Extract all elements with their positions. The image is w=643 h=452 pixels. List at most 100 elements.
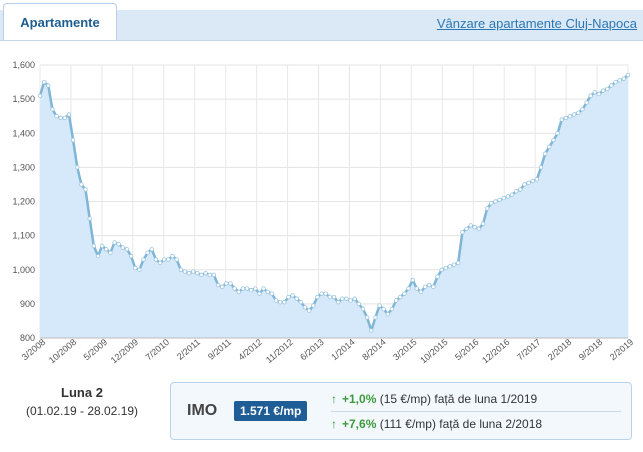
data-point <box>427 282 432 288</box>
data-point <box>542 151 548 156</box>
data-point <box>456 260 461 266</box>
stats-divider <box>331 411 621 412</box>
y-tick-label: 900 <box>20 299 35 309</box>
data-point <box>182 269 188 274</box>
tab-apartamente[interactable]: Apartamente <box>3 3 117 40</box>
x-tick-label: 4/2012 <box>236 337 264 362</box>
data-point <box>232 286 237 291</box>
data-point <box>505 194 511 199</box>
data-point <box>385 311 391 317</box>
x-tick-label: 7/2017 <box>515 337 543 362</box>
data-point <box>555 131 560 136</box>
arrow-up-icon: ↑ <box>331 392 337 406</box>
y-tick-label: 1,600 <box>12 60 35 70</box>
data-point <box>348 298 353 303</box>
x-tick-label: 2/2011 <box>175 337 202 362</box>
data-point <box>46 83 51 88</box>
x-tick-label: 3/2015 <box>391 337 419 362</box>
data-point <box>559 117 564 122</box>
data-point <box>95 253 101 259</box>
data-point <box>464 226 469 231</box>
data-point <box>340 296 345 301</box>
data-point <box>501 195 506 201</box>
data-point <box>530 178 535 184</box>
data-point <box>600 88 606 93</box>
data-point <box>364 315 370 320</box>
data-point <box>79 182 84 187</box>
data-point <box>476 226 482 231</box>
data-point <box>273 298 279 303</box>
data-point <box>41 79 47 85</box>
data-point <box>563 115 569 121</box>
data-point <box>625 72 631 78</box>
data-point <box>128 253 134 259</box>
data-point <box>331 294 337 300</box>
data-point <box>282 299 287 305</box>
data-point <box>306 308 312 313</box>
data-point <box>236 289 241 295</box>
data-point <box>99 243 105 249</box>
data-point <box>257 291 262 296</box>
y-tick-label: 1,500 <box>12 94 35 104</box>
x-tick-label: 10/2015 <box>418 337 449 366</box>
data-point <box>335 299 341 305</box>
y-tick-label: 1,300 <box>12 162 35 172</box>
vanzare-apartamente-link[interactable]: Vânzare apartamente Cluj-Napoca <box>436 16 637 31</box>
data-point <box>389 306 395 312</box>
data-point <box>576 110 581 115</box>
data-point <box>228 281 233 286</box>
data-point <box>393 298 399 303</box>
x-tick-label: 9/2018 <box>577 337 605 362</box>
data-point <box>534 177 540 182</box>
data-point <box>294 296 299 301</box>
data-point <box>402 291 407 296</box>
x-tick-label: 6/2013 <box>298 337 326 362</box>
data-point <box>547 144 552 150</box>
data-point <box>580 107 585 112</box>
data-point <box>551 137 556 143</box>
data-point <box>480 221 486 226</box>
data-point <box>104 247 109 252</box>
data-point <box>137 267 142 272</box>
imo-label: IMO <box>187 402 218 419</box>
data-point <box>443 265 449 271</box>
price-chart: 800 900 1,000 1,100 1,200 1,300 1,400 1,500 1,60… <box>12 60 636 366</box>
data-point <box>186 270 192 276</box>
data-point <box>398 294 403 300</box>
data-point <box>522 182 527 187</box>
monthly-change-pct: +1,0% <box>342 392 377 406</box>
arrow-up-icon: ↑ <box>331 417 337 431</box>
data-point <box>149 247 155 252</box>
monthly-change-row: ↑ +1,0% (15 €/mp) față de luna 1/2019 <box>331 392 537 406</box>
y-tick-label: 1,100 <box>12 231 35 241</box>
x-tick-label: 5/2016 <box>453 337 481 362</box>
data-point <box>410 277 415 283</box>
data-point <box>70 137 76 143</box>
x-tick-label: 12/2009 <box>109 337 140 366</box>
monthly-change-text: față de luna 1/2019 <box>434 392 538 406</box>
data-point <box>174 257 179 262</box>
data-point <box>315 294 320 300</box>
data-point <box>58 115 63 121</box>
x-tick-label: 2/2019 <box>608 337 636 362</box>
data-point <box>584 100 589 105</box>
data-point <box>588 93 593 98</box>
data-point <box>199 272 204 278</box>
data-point <box>298 299 304 305</box>
data-point <box>373 315 378 320</box>
data-point <box>605 86 610 92</box>
data-point <box>489 201 494 206</box>
data-point <box>592 90 598 95</box>
data-point <box>157 260 163 266</box>
data-point <box>493 199 498 204</box>
data-point <box>108 250 113 255</box>
area-fill <box>40 74 628 339</box>
data-point <box>75 165 80 170</box>
y-tick-label: 1,200 <box>12 197 35 207</box>
data-point <box>112 240 117 245</box>
data-point <box>290 293 295 298</box>
data-point <box>567 113 573 119</box>
data-point <box>195 270 200 276</box>
data-point <box>133 265 138 271</box>
data-point <box>302 305 308 310</box>
